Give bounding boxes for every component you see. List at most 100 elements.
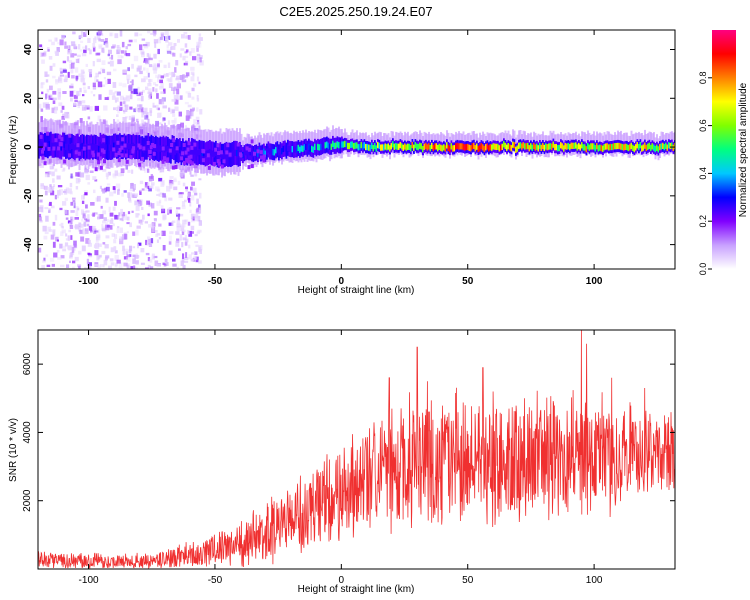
spectral-blob	[79, 87, 82, 93]
spectral-blob	[193, 255, 198, 260]
spectral-blob	[48, 229, 53, 232]
spectral-core	[146, 144, 148, 151]
spectral-blob	[70, 235, 73, 240]
spectral-blob	[116, 106, 119, 111]
spectral-blob	[169, 209, 172, 214]
spectral-speckle	[163, 156, 166, 161]
spectral-core	[635, 144, 637, 151]
spectral-blob	[182, 224, 186, 228]
spectral-blob	[48, 210, 51, 213]
spectral-blob	[113, 188, 116, 194]
spectral-core	[66, 143, 69, 150]
spectral-speckle	[60, 137, 64, 142]
spectral-blob	[101, 84, 106, 87]
spectral-core	[233, 149, 235, 157]
spectral-blob	[192, 73, 195, 77]
spectral-blob	[80, 31, 83, 36]
spectral-speckle	[123, 143, 127, 148]
spectral-core	[621, 143, 624, 151]
spectral-blob	[196, 53, 201, 57]
spectral-blob	[72, 31, 76, 35]
spectral-speckle	[207, 165, 211, 170]
spectral-blob	[171, 87, 175, 91]
spectral-blob	[95, 197, 99, 202]
spectral-core	[465, 143, 468, 151]
spectral-core	[287, 144, 289, 151]
spectral-blob	[188, 115, 192, 119]
spectral-speckle	[151, 143, 155, 147]
spectral-core	[656, 144, 658, 151]
spectral-core	[548, 143, 550, 150]
spectral-core	[543, 144, 546, 152]
spectral-blob	[148, 202, 152, 207]
spectral-speckle	[138, 162, 142, 167]
spectral-core	[608, 144, 610, 151]
spectral-blob	[198, 178, 202, 181]
spectral-blob	[84, 192, 88, 196]
spectral-blob	[97, 243, 102, 247]
spectral-speckle	[247, 147, 251, 152]
spectral-blob	[145, 267, 149, 269]
spectral-blob	[115, 183, 121, 189]
spectral-core	[425, 142, 427, 150]
spectral-blob	[85, 210, 90, 213]
spectral-core	[512, 141, 514, 148]
spectral-speckle	[170, 143, 174, 147]
spectral-blob	[93, 189, 96, 194]
spectral-blob	[69, 90, 74, 97]
spectral-speckle	[187, 141, 191, 146]
spectral-blob	[184, 257, 189, 260]
spectral-blob	[122, 117, 127, 122]
spectral-core	[486, 143, 489, 150]
snr-x-axis: -100 -50 0 50 100	[79, 330, 603, 586]
spectral-blob	[62, 60, 67, 64]
spectral-core	[620, 143, 622, 150]
spectral-blob	[114, 215, 119, 220]
spectral-blob	[125, 251, 128, 255]
spectral-blob	[98, 38, 101, 42]
spectral-blob	[142, 121, 146, 127]
spectral-blob	[136, 203, 141, 207]
spectral-blob	[94, 230, 99, 233]
spectral-core	[587, 143, 589, 150]
spectral-blob	[137, 109, 142, 113]
spectral-blob	[139, 180, 144, 185]
spectral-speckle	[201, 158, 205, 163]
spectral-blob	[146, 200, 150, 205]
spectral-blob	[131, 193, 135, 198]
spectral-blob	[58, 76, 62, 82]
spectral-core	[360, 141, 363, 149]
spectral-blob	[103, 259, 108, 266]
spectral-core	[218, 152, 220, 159]
spectral-core	[398, 143, 400, 150]
spectral-blob	[122, 69, 127, 74]
spectral-blob	[190, 213, 195, 220]
spectral-core	[434, 143, 436, 150]
spectral-blob	[122, 83, 127, 88]
spectral-blob	[83, 89, 87, 93]
spectral-blob	[97, 81, 103, 88]
spectral-blob	[162, 193, 166, 198]
spectral-blob	[169, 176, 174, 179]
spectral-speckle	[97, 160, 101, 165]
spectral-blob	[56, 195, 59, 199]
spectral-blob	[78, 250, 82, 255]
spectral-blob	[145, 86, 149, 91]
spectral-blob	[135, 253, 138, 259]
spectral-blob	[114, 170, 118, 176]
spectral-speckle	[87, 145, 91, 150]
spectral-blob	[108, 206, 111, 212]
spectral-blob	[198, 245, 203, 251]
spectral-blob	[97, 216, 101, 220]
spectral-blob	[48, 187, 53, 193]
spectral-core	[491, 144, 493, 151]
spectral-blob	[130, 91, 134, 94]
spectral-blob	[145, 252, 150, 256]
spectral-blob	[146, 185, 150, 189]
snr-panel: -100 -50 0 50 100 2000 4000 6000 Height of str…	[8, 329, 676, 595]
spectral-blob	[132, 231, 136, 236]
spectral-core	[422, 146, 424, 153]
spectral-blob	[74, 256, 79, 262]
spectral-blob	[185, 49, 189, 53]
spectral-speckle	[219, 150, 223, 155]
